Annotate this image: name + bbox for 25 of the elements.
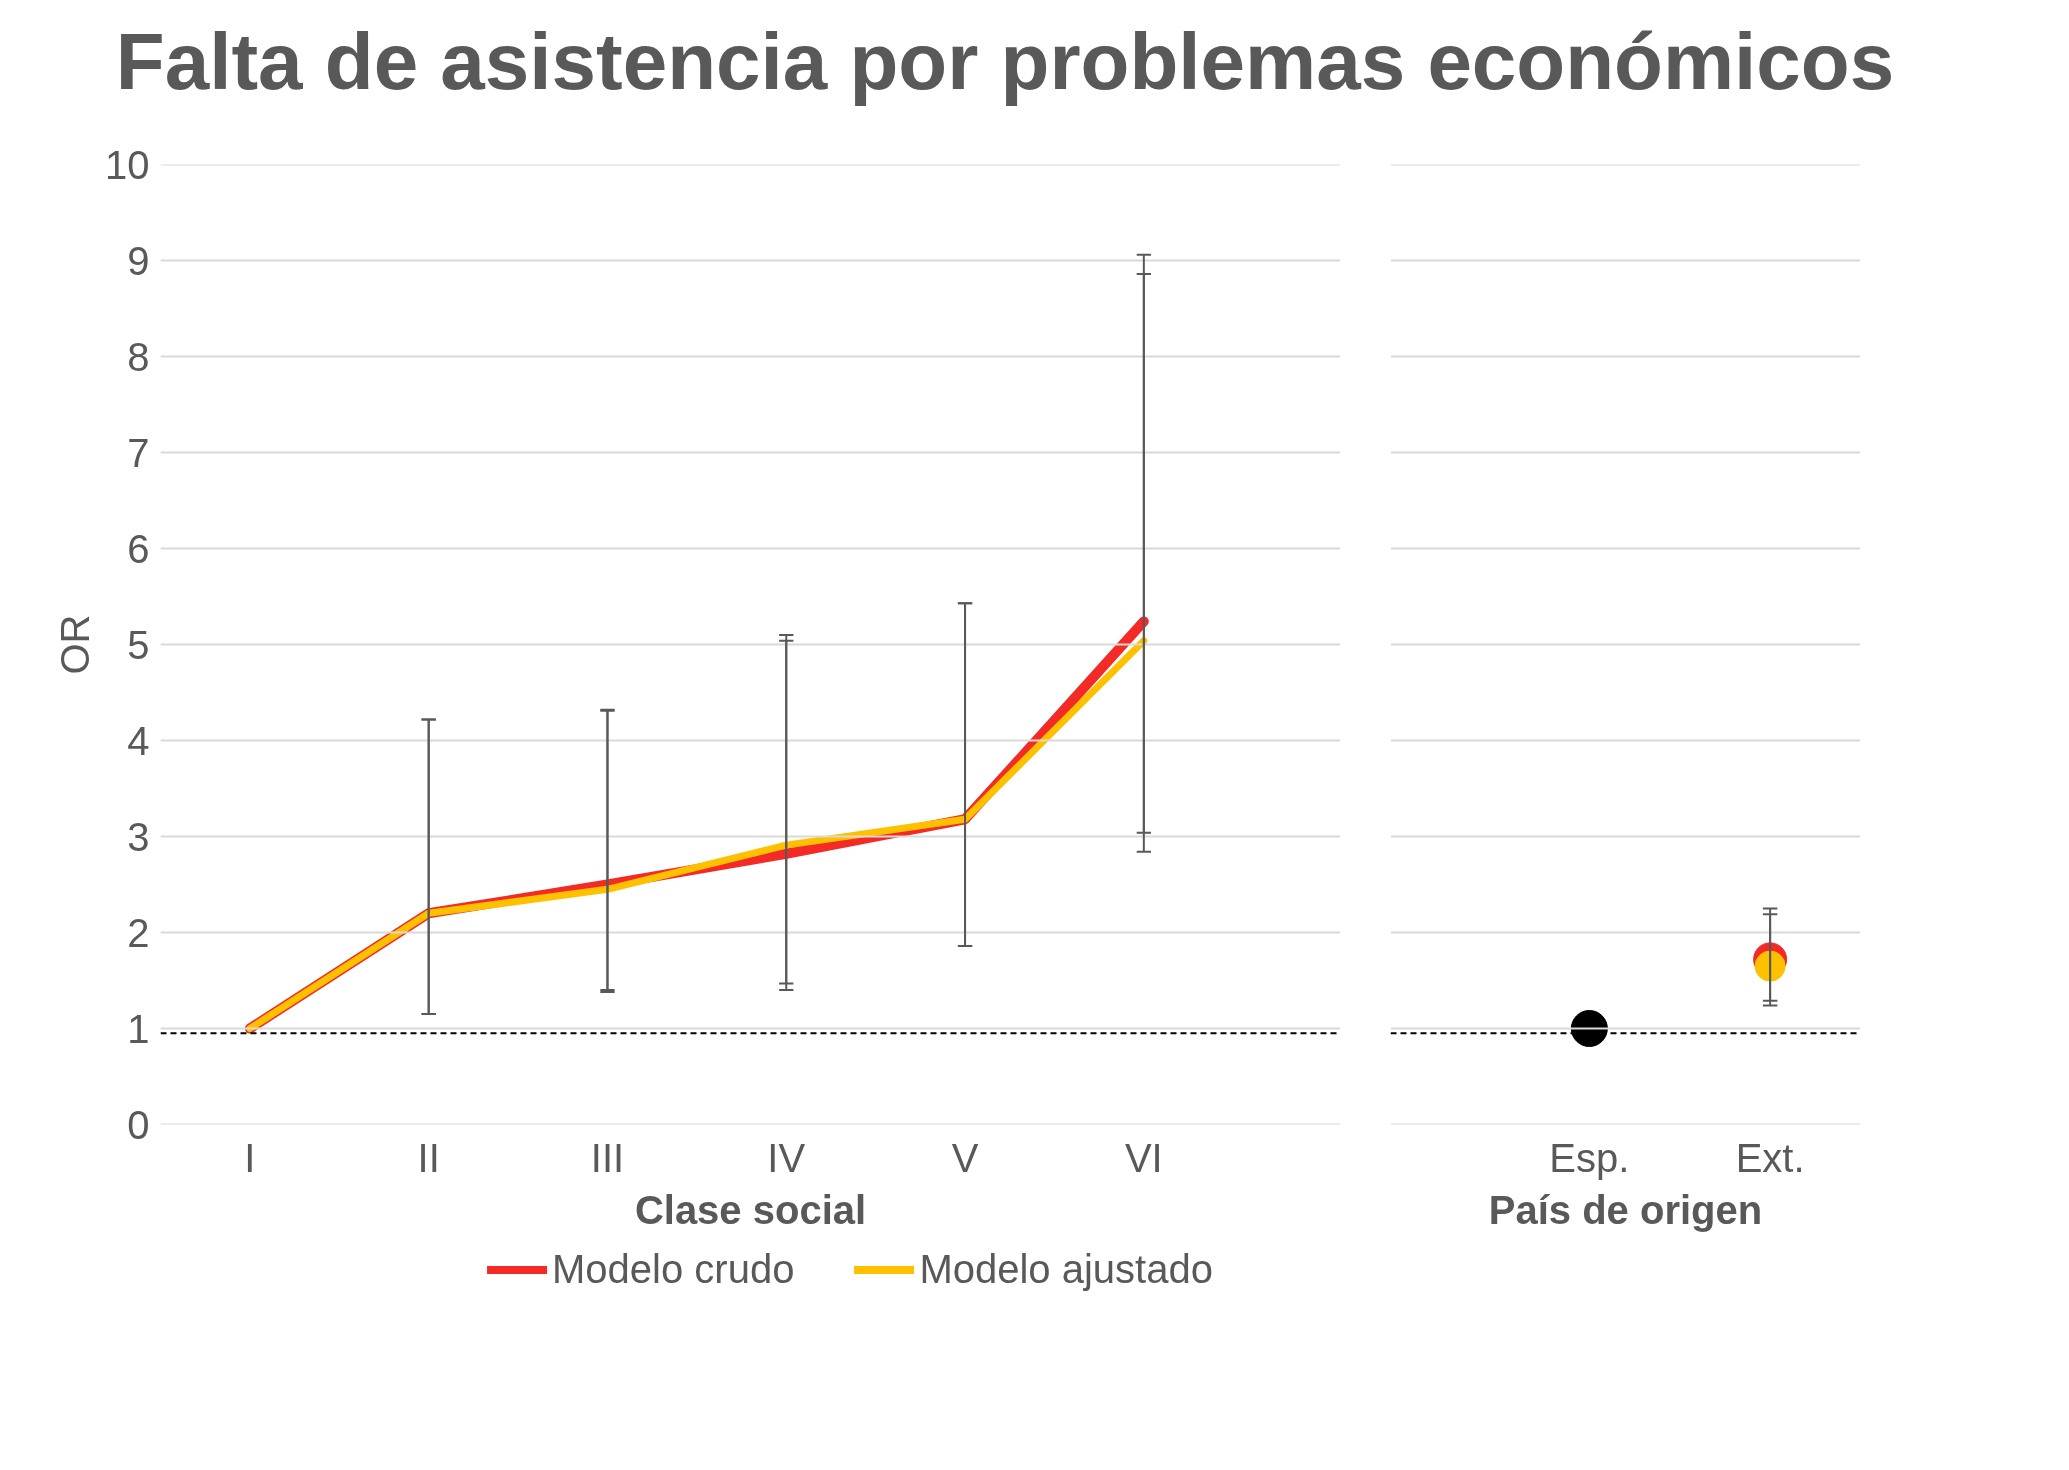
x-tick-label: Esp. bbox=[1549, 1135, 1630, 1180]
x-tick-label: II bbox=[417, 1135, 440, 1180]
x-tick-label: Ext. bbox=[1735, 1135, 1805, 1180]
chart-title: Falta de asistencia por problemas económicos bbox=[115, 16, 1895, 108]
x-axis-title: País de origen bbox=[1488, 1187, 1763, 1232]
y-tick-label: 2 bbox=[127, 910, 150, 955]
y-tick-label: 8 bbox=[127, 334, 150, 379]
x-tick-label: IV bbox=[767, 1135, 806, 1180]
y-axis-title: OR bbox=[53, 614, 98, 675]
y-tick-label: 4 bbox=[127, 718, 150, 763]
legend-label: Modelo crudo bbox=[552, 1246, 795, 1292]
y-tick-label: 3 bbox=[127, 814, 150, 859]
x-tick-label: VI bbox=[1124, 1135, 1163, 1180]
y-tick-label: 5 bbox=[127, 622, 150, 667]
y-tick-label: 0 bbox=[127, 1102, 150, 1147]
y-tick-label: 9 bbox=[127, 238, 150, 283]
x-tick-label: III bbox=[590, 1135, 625, 1180]
x-axis-title: Clase social bbox=[634, 1187, 867, 1232]
x-tick-label: V bbox=[951, 1135, 979, 1180]
y-tick-label: 7 bbox=[127, 430, 150, 475]
y-tick-label: 1 bbox=[127, 1006, 150, 1051]
y-tick-label: 10 bbox=[105, 142, 150, 187]
y-tick-label: 6 bbox=[127, 526, 150, 571]
legend-label: Modelo ajustado bbox=[919, 1246, 1213, 1292]
x-tick-label: I bbox=[244, 1135, 256, 1180]
